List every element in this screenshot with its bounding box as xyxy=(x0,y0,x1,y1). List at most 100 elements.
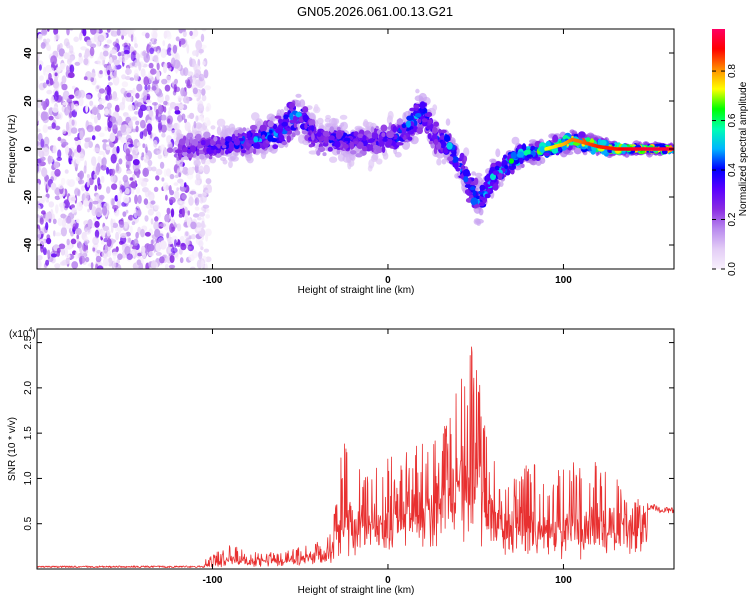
ridge-blob xyxy=(417,118,422,124)
noise-blob xyxy=(122,211,127,217)
noise-blob xyxy=(174,78,178,85)
noise-blob xyxy=(78,179,85,185)
noise-blob xyxy=(74,188,80,196)
noise-blob xyxy=(101,249,109,259)
ridge-halo-blob xyxy=(329,156,338,163)
noise-blob xyxy=(198,251,203,260)
noise-blob xyxy=(198,48,204,54)
noise-blob xyxy=(178,248,183,255)
noise-blob xyxy=(179,166,183,172)
noise-blob xyxy=(151,260,157,269)
noise-blob xyxy=(100,240,106,245)
ridge-blob xyxy=(372,144,379,150)
noise-blob xyxy=(128,29,133,34)
noise-blob xyxy=(136,186,140,195)
noise-blob xyxy=(146,123,153,133)
noise-blob xyxy=(132,245,138,250)
noise-blob xyxy=(65,257,70,265)
noise-blob xyxy=(100,175,105,184)
ridge-blob xyxy=(400,134,404,138)
noise-blob xyxy=(205,106,210,112)
noise-blob xyxy=(97,34,105,43)
x-tick-label: 100 xyxy=(555,575,572,586)
noise-blob xyxy=(187,71,194,77)
noise-blob xyxy=(41,167,48,178)
ridge-blob xyxy=(215,149,221,154)
ridge-blob xyxy=(440,140,447,149)
noise-blob xyxy=(177,121,181,132)
noise-blob xyxy=(42,247,47,256)
ridge-blob xyxy=(350,150,357,155)
noise-blob xyxy=(79,130,84,140)
ridge-blob xyxy=(523,149,531,156)
ridge-blob xyxy=(208,149,215,154)
noise-blob xyxy=(86,174,90,179)
noise-blob xyxy=(60,226,67,237)
noise-blob xyxy=(66,105,71,114)
noise-blob xyxy=(131,62,136,66)
noise-blob xyxy=(106,186,111,194)
y-tick-label: -20 xyxy=(23,189,34,204)
noise-blob xyxy=(143,198,149,206)
noise-blob xyxy=(58,112,63,120)
noise-blob xyxy=(166,232,170,239)
noise-blob xyxy=(64,146,70,155)
ridge-halo-blob xyxy=(530,160,538,166)
ridge-blob xyxy=(508,158,514,164)
noise-blob xyxy=(92,247,96,252)
noise-blob xyxy=(176,201,183,205)
x-tick-label: 0 xyxy=(385,275,391,286)
noise-blob xyxy=(38,64,42,71)
noise-blob xyxy=(85,104,89,113)
noise-blob xyxy=(60,248,66,256)
ridge-blob xyxy=(367,139,375,143)
noise-blob xyxy=(53,230,56,237)
snr-multiplier-close: ) xyxy=(32,329,35,340)
noise-blob xyxy=(132,87,136,97)
x-tick-label: -100 xyxy=(202,275,222,286)
snr-multiplier: (x104) xyxy=(9,327,36,340)
noise-blob xyxy=(40,42,46,49)
noise-blob xyxy=(203,248,210,253)
noise-blob xyxy=(78,97,84,107)
ridge-blob xyxy=(416,127,423,135)
ridge-blob xyxy=(578,131,586,138)
noise-blob xyxy=(93,147,101,153)
noise-blob xyxy=(93,217,97,222)
noise-blob xyxy=(95,207,103,218)
noise-blob xyxy=(200,193,207,203)
spectrogram-xlabel: Height of straight line (km) xyxy=(298,285,415,296)
noise-blob xyxy=(159,223,167,228)
noise-blob xyxy=(198,165,204,172)
noise-blob xyxy=(74,103,79,112)
noise-blob xyxy=(37,191,41,198)
noise-blob xyxy=(96,112,101,121)
noise-blob xyxy=(159,240,167,250)
noise-blob xyxy=(148,251,154,257)
y-tick-label: 20 xyxy=(23,95,34,107)
ridge-blob xyxy=(452,156,459,164)
ridge-halo-blob xyxy=(415,88,420,94)
noise-blob xyxy=(106,39,113,44)
ridge-blob xyxy=(405,120,411,128)
noise-blob xyxy=(151,115,155,121)
noise-blob xyxy=(202,61,206,66)
ridge-blob xyxy=(274,115,282,119)
noise-blob xyxy=(205,189,213,194)
noise-blob xyxy=(160,48,167,58)
noise-blob xyxy=(115,263,122,269)
ridge-blob xyxy=(250,124,258,130)
noise-blob xyxy=(110,30,118,37)
noise-blob xyxy=(195,222,202,228)
ridge-blob xyxy=(258,132,262,137)
ridge-blob xyxy=(495,167,500,171)
noise-blob xyxy=(166,33,172,40)
noise-blob xyxy=(149,47,154,55)
noise-blob xyxy=(83,58,89,66)
noise-blob xyxy=(112,205,119,210)
noise-blob xyxy=(198,212,206,217)
noise-blob xyxy=(78,202,83,207)
ridge-blob xyxy=(381,132,386,138)
ridge-blob xyxy=(369,144,374,151)
noise-blob xyxy=(94,184,98,192)
